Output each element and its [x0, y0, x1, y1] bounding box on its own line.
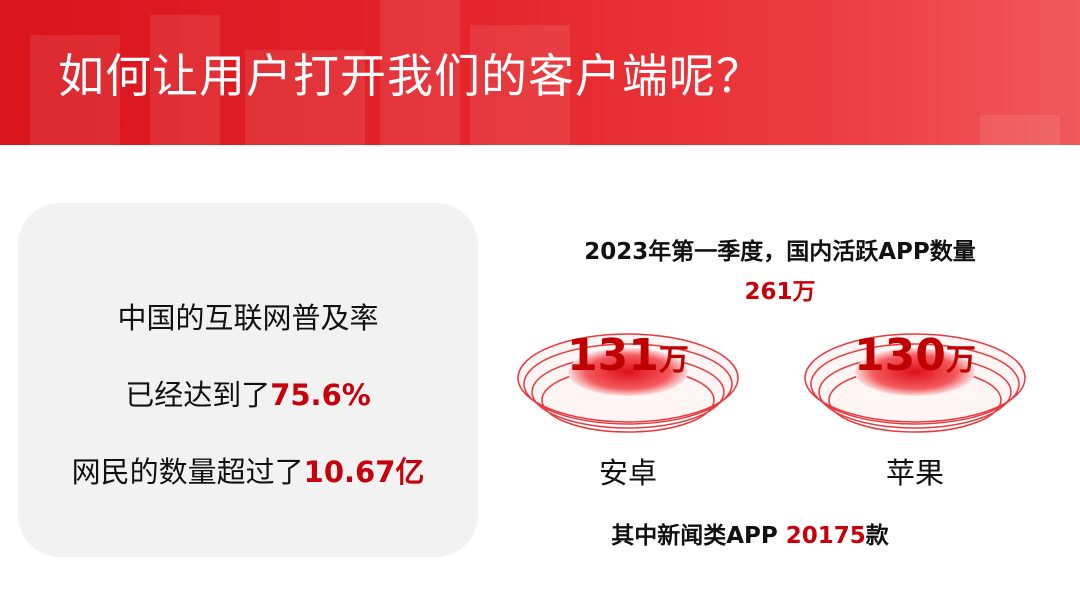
building: [30, 35, 120, 145]
title: 如何让用户打开我们的客户端呢？: [58, 49, 763, 103]
count-unit: 万: [658, 343, 689, 378]
footnote-value: 20175: [785, 523, 866, 549]
platform-count: 131万: [508, 330, 748, 381]
platform-label: 安卓: [598, 456, 657, 490]
header: 如何让用户打开我们的客户端呢？: [0, 0, 1080, 145]
building: [380, 0, 460, 145]
footnote: 其中新闻类APP 20175款: [520, 516, 980, 550]
disc-apple: [804, 333, 1026, 433]
count-unit: 万: [945, 343, 976, 378]
disc-android: [517, 333, 739, 433]
building: [245, 50, 365, 145]
stat-text: 网民的数量超过了: [71, 455, 304, 489]
heading: 2023年第一季度，国内活跃APP数量: [584, 239, 976, 265]
count-number: 130: [854, 330, 946, 381]
building: [470, 25, 570, 145]
platform-label: 苹果: [885, 456, 944, 490]
stats-panel: 中国的互联网普及率 已经达到了75.6% 网民的数量超过了10.67亿: [18, 203, 478, 557]
stat-value: 10.67亿: [303, 455, 425, 489]
stat-line: 网民的数量超过了10.67亿: [18, 449, 478, 491]
building: [150, 15, 220, 145]
footnote-text: 其中新闻类APP: [611, 523, 778, 549]
stat-value: 75.6%: [270, 378, 371, 412]
footnote-suffix: 款: [865, 523, 889, 549]
stat-line: 已经达到了75.6%: [18, 372, 478, 414]
stat-text: 已经达到了: [125, 378, 271, 412]
stat-line: 中国的互联网普及率: [117, 301, 379, 335]
total: 261万: [744, 279, 816, 305]
platform-count: 130万: [795, 330, 1035, 381]
building: [980, 115, 1060, 145]
count-number: 131: [567, 330, 659, 381]
